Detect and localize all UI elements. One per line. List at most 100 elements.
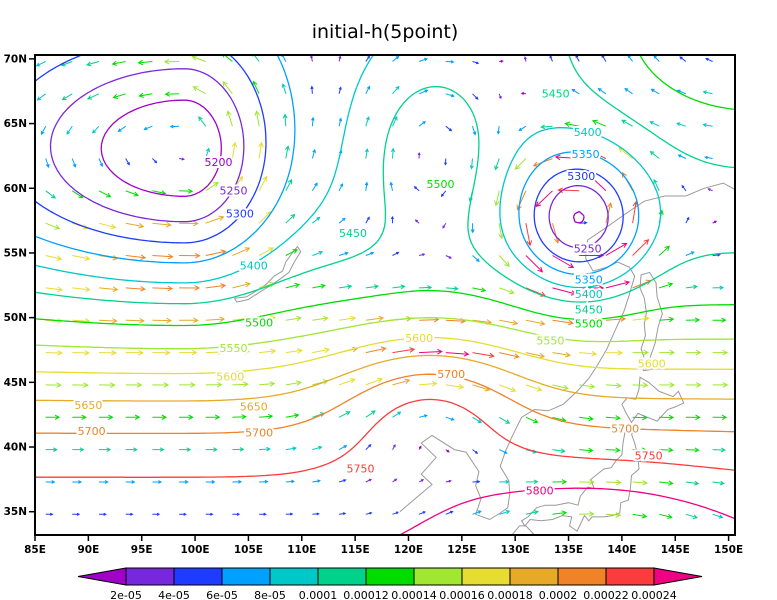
wind-arrow: [540, 124, 553, 130]
contour-label: 5600: [216, 371, 244, 384]
wind-arrow: [413, 186, 420, 192]
wind-arrow: [605, 280, 631, 289]
wind-arrow: [390, 147, 396, 159]
wind-arrow: [285, 512, 294, 516]
wind-arrow: [117, 125, 126, 133]
wind-arrow: [685, 414, 701, 421]
contour-label: 5500: [245, 316, 273, 329]
wind-arrow: [472, 287, 487, 293]
wind-arrow: [605, 415, 621, 421]
wind-arrow: [552, 352, 572, 358]
wind-arrow: [66, 125, 73, 135]
wind-arrow: [365, 284, 380, 290]
wind-arrow: [259, 479, 269, 484]
wind-arrow: [545, 90, 553, 95]
wind-arrow: [205, 480, 216, 484]
wind-arrow: [445, 510, 454, 515]
x-axis: 85E 90E 95E 100E 105E 110E 115E 120E 125E 130E 135…: [24, 535, 743, 556]
wind-arrow: [232, 447, 245, 452]
wind-arrow: [499, 59, 504, 63]
wind-arrow: [364, 181, 369, 191]
wind-arrow: [552, 448, 566, 454]
wind-arrow: [259, 413, 274, 420]
wind-arrow: [179, 285, 201, 291]
x-tick-label: 135E: [554, 544, 583, 556]
wind-arrow: [659, 382, 676, 388]
wind-arrow: [584, 148, 607, 159]
wind-arrow: [98, 190, 112, 198]
wind-arrow: [685, 251, 695, 256]
wind-arrow: [389, 181, 394, 191]
contour-label: 5700: [611, 422, 639, 435]
x-tick-label: 105E: [234, 544, 263, 556]
wind-arrow: [498, 93, 502, 100]
wind-arrow: [552, 479, 568, 485]
wind-arrow: [712, 220, 718, 224]
contour-label: 5750: [347, 463, 375, 476]
wind-arrow: [520, 92, 526, 96]
wind-arrow: [702, 123, 713, 127]
wind-arrow: [525, 384, 543, 392]
wind-arrow: [198, 116, 207, 127]
wind-arrow: [232, 348, 251, 355]
wind-arrow: [552, 255, 575, 269]
wind-arrow: [192, 86, 206, 95]
wind-arrow: [514, 158, 527, 170]
wind-arrow: [179, 447, 192, 452]
wind-arrow: [339, 284, 353, 290]
wind-arrow: [152, 480, 163, 484]
colorbar-segment: [125, 567, 175, 586]
wind-arrow: [179, 317, 199, 324]
wind-arrow: [444, 158, 448, 166]
wind-arrow: [685, 284, 698, 290]
y-tick-label: 60N: [4, 183, 27, 195]
wind-arrow: [685, 317, 701, 323]
wind-arrow: [392, 55, 400, 62]
wind-arrow: [338, 445, 348, 451]
wind-arrow: [125, 382, 143, 388]
wind-arrow: [712, 349, 729, 356]
wind-arrow: [712, 317, 727, 323]
wind-arrow: [205, 447, 218, 452]
colorbar-segment: [365, 567, 415, 586]
wind-arrow: [365, 410, 376, 418]
y-tick-label: 55N: [4, 247, 27, 259]
wind-arrow: [445, 125, 453, 132]
wind-arrow: [499, 384, 517, 393]
wind-arrow: [472, 352, 495, 359]
wind-arrow: [442, 222, 447, 229]
wind-arrow: [445, 479, 452, 483]
wind-arrow: [499, 479, 510, 484]
wind-arrow: [98, 222, 117, 230]
wind-arrow: [45, 158, 50, 169]
contour-label: 5250: [574, 243, 602, 256]
contour-label: 5300: [226, 208, 254, 221]
coastline: [399, 182, 735, 521]
wind-arrow: [365, 377, 383, 386]
wind-arrow: [579, 252, 605, 259]
colorbar-label: 0.00014: [391, 589, 437, 600]
wind-arrow: [365, 116, 370, 127]
contour-line-5600: [35, 336, 735, 375]
contour-line-5350: [35, 55, 640, 276]
wind-arrow: [35, 61, 46, 67]
wind-arrow: [472, 61, 480, 65]
wind-arrow: [259, 446, 271, 452]
contour-label: 5600: [638, 358, 666, 371]
wind-arrow: [285, 213, 296, 224]
wind-arrow: [152, 414, 168, 420]
wind-arrow: [45, 255, 63, 261]
wind-arrow: [418, 57, 428, 62]
coastline: [520, 427, 640, 532]
contour-labels: 5200 5250 5300 5400 5500 5550 5600 5650 5700 5650…: [72, 85, 667, 499]
wind-arrow: [163, 58, 180, 65]
wind-arrow: [419, 348, 443, 355]
wind-arrow: [152, 447, 165, 452]
wind-arrow: [312, 250, 324, 256]
colorbar-label: 6e-05: [206, 589, 238, 600]
wind-arrow: [285, 249, 299, 256]
wind-arrow: [258, 247, 274, 256]
coastline: [639, 271, 663, 372]
wind-arrow: [677, 154, 687, 159]
